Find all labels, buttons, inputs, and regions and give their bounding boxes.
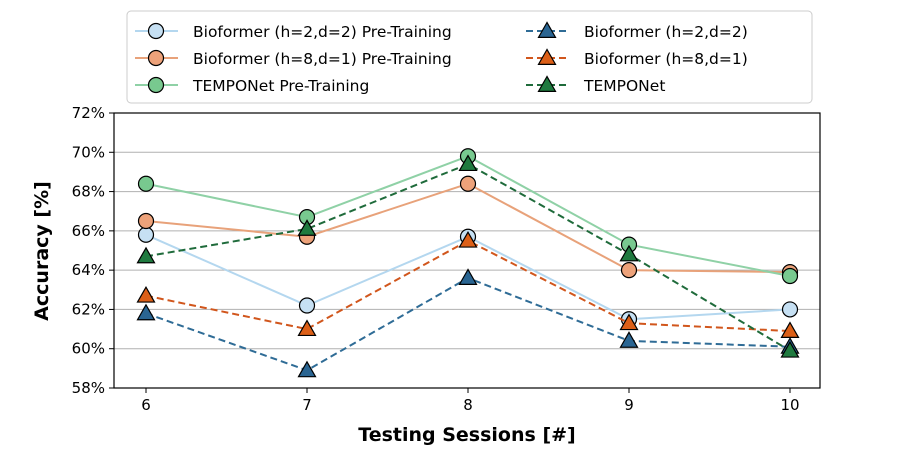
series-6 [136, 154, 800, 358]
data-point [458, 154, 478, 172]
x-tick-label: 8 [463, 396, 473, 414]
data-point [780, 340, 800, 358]
data-point [297, 319, 317, 337]
legend-item: Bioformer (h=2,d=2) Pre-Training [135, 22, 452, 41]
x-tick-label: 6 [141, 396, 151, 414]
legend-item: TEMPONet [526, 75, 665, 95]
x-tick-label: 10 [780, 396, 799, 414]
legend-label: Bioformer (h=2,d=2) [584, 23, 748, 41]
y-tick-label: 66% [72, 222, 105, 240]
data-point [620, 262, 638, 279]
series-line [145, 155, 791, 278]
data-point [619, 244, 639, 262]
legend-label: Bioformer (h=2,d=2) Pre-Training [193, 23, 452, 41]
y-tick-label: 60% [72, 340, 105, 358]
data-point [781, 267, 799, 285]
series-5 [136, 230, 800, 339]
legend-item: Bioformer (h=8,d=1) Pre-Training [135, 49, 452, 68]
series-layer [136, 148, 800, 378]
y-tick-label: 72% [72, 104, 105, 122]
legend-label: Bioformer (h=8,d=1) Pre-Training [193, 50, 452, 68]
y-tick-label: 68% [72, 183, 105, 201]
x-axis-label: Testing Sessions [#] [358, 424, 575, 446]
x-tick-label: 9 [624, 396, 634, 414]
data-point [297, 219, 317, 236]
data-point [297, 360, 317, 378]
data-point [137, 212, 155, 230]
legend-label: Bioformer (h=8,d=1) [584, 50, 748, 68]
legend-item: TEMPONet Pre-Training [135, 76, 369, 95]
legend-marker [147, 22, 165, 40]
data-point [136, 285, 156, 303]
data-point [780, 321, 800, 339]
data-point [136, 303, 156, 321]
data-point [619, 313, 639, 331]
data-point [136, 246, 156, 264]
data-point [137, 226, 155, 243]
legend-label: TEMPONet [583, 77, 665, 95]
legend-marker [537, 75, 557, 92]
data-point [458, 268, 478, 285]
y-tick-label: 62% [72, 300, 105, 318]
data-point [137, 175, 155, 192]
data-point [298, 297, 316, 314]
legend-frame [126, 10, 813, 104]
series-line [145, 182, 791, 274]
legend-marker [147, 49, 165, 67]
legend-label: TEMPONet Pre-Training [192, 77, 369, 95]
data-point [619, 331, 639, 348]
series-4 [136, 268, 800, 378]
x-tick-label: 7 [302, 396, 312, 414]
legend-marker [537, 21, 557, 38]
legend-item: Bioformer (h=2,d=2) [526, 21, 748, 41]
data-point [781, 301, 799, 318]
plot-area-frame [113, 112, 821, 389]
legend-marker [147, 76, 165, 94]
y-axis-label: Accuracy [%] [31, 181, 53, 321]
legend-marker [537, 48, 557, 65]
y-axis: 58% 60% 62% 64% 66% 68% 70% 72% [72, 104, 114, 397]
x-axis: 6 7 8 9 10 [141, 388, 800, 414]
legend-item: Bioformer (h=8,d=1) [526, 48, 748, 68]
data-point [459, 175, 477, 192]
y-tick-label: 70% [72, 143, 105, 161]
y-tick-label: 64% [72, 261, 105, 279]
data-point [458, 230, 478, 248]
y-tick-label: 58% [72, 379, 105, 397]
legend: Bioformer (h=2,d=2) Pre-Training Bioforme… [126, 10, 813, 104]
series-line [145, 239, 791, 333]
